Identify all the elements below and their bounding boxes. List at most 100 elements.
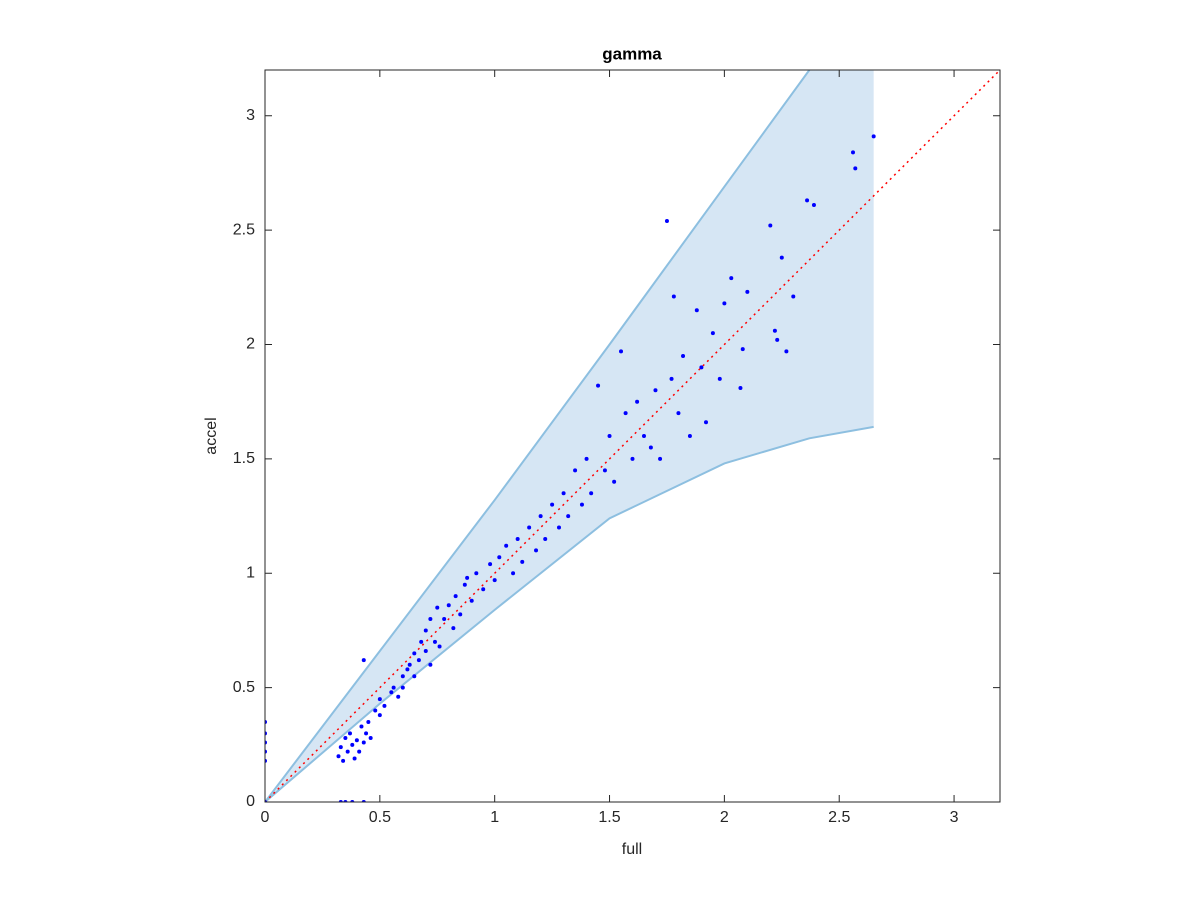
reference-line xyxy=(265,70,1000,802)
point xyxy=(350,742,355,747)
x-tick-label: 1 xyxy=(490,809,499,826)
point xyxy=(851,150,855,155)
point xyxy=(811,202,816,207)
point xyxy=(400,685,405,690)
point xyxy=(791,294,796,299)
point xyxy=(347,731,352,736)
point xyxy=(400,674,405,679)
point xyxy=(469,598,474,603)
point xyxy=(681,353,686,358)
point xyxy=(602,468,607,473)
point xyxy=(361,658,366,663)
point xyxy=(573,468,578,473)
point xyxy=(412,674,417,679)
point xyxy=(428,662,433,667)
point xyxy=(423,649,428,654)
point xyxy=(648,445,653,450)
point xyxy=(745,289,750,294)
axes-box xyxy=(264,69,1001,803)
point xyxy=(538,514,543,519)
x-tick-label: 0 xyxy=(261,809,270,826)
point xyxy=(435,605,440,610)
point xyxy=(853,166,858,171)
point xyxy=(669,376,674,381)
point xyxy=(805,198,810,203)
point xyxy=(520,559,525,564)
point xyxy=(534,548,539,553)
point xyxy=(465,575,470,580)
point xyxy=(653,388,658,393)
point xyxy=(451,626,456,631)
band-lower-edge xyxy=(265,425,874,802)
x-tick-label: 0.5 xyxy=(369,809,391,826)
point xyxy=(492,578,497,583)
point xyxy=(407,662,412,667)
y-tick-label: 0.5 xyxy=(233,679,255,696)
point xyxy=(416,658,421,663)
point xyxy=(343,735,348,740)
point xyxy=(396,694,401,699)
point xyxy=(704,420,708,425)
point xyxy=(550,502,555,507)
band-upper-edge xyxy=(265,70,811,802)
point xyxy=(623,411,628,416)
point xyxy=(377,697,382,702)
point xyxy=(336,754,341,759)
point xyxy=(377,713,382,718)
y-tick-label: 0 xyxy=(246,793,255,810)
point xyxy=(658,456,663,461)
point xyxy=(619,349,624,354)
point xyxy=(345,749,350,754)
point xyxy=(779,255,784,260)
point xyxy=(511,571,516,576)
y-axis-label: accel xyxy=(203,417,220,454)
x-tick-label: 1.5 xyxy=(598,809,620,826)
point xyxy=(368,735,373,740)
y-tick-label: 2 xyxy=(246,336,255,353)
point xyxy=(579,502,584,507)
point xyxy=(366,719,371,724)
point xyxy=(504,543,509,548)
point xyxy=(676,411,681,416)
point xyxy=(699,365,704,370)
point xyxy=(717,376,722,381)
x-tick-label: 2 xyxy=(720,809,729,826)
point xyxy=(432,639,437,644)
point xyxy=(607,434,612,438)
point xyxy=(740,347,745,352)
point xyxy=(357,749,362,754)
point xyxy=(382,703,387,708)
point xyxy=(442,617,447,621)
band-area xyxy=(265,70,874,802)
point xyxy=(772,328,777,333)
x-axis-label: full xyxy=(622,841,642,858)
point xyxy=(338,745,343,750)
point xyxy=(543,536,548,541)
point xyxy=(419,639,424,644)
plot-area xyxy=(265,70,1000,802)
point xyxy=(373,708,378,713)
point xyxy=(446,603,451,608)
x-tick-label: 3 xyxy=(950,809,959,826)
point xyxy=(784,349,789,354)
point xyxy=(428,617,433,621)
point xyxy=(423,628,428,633)
point xyxy=(775,337,780,342)
point xyxy=(584,456,589,461)
point xyxy=(871,134,876,139)
point xyxy=(671,294,676,299)
point xyxy=(515,536,520,541)
y-tick-label: 1 xyxy=(246,564,255,581)
point xyxy=(488,562,493,567)
point xyxy=(354,738,359,743)
point xyxy=(405,667,410,672)
point xyxy=(527,525,532,530)
point xyxy=(341,758,346,763)
point xyxy=(589,491,594,496)
point xyxy=(389,690,394,695)
point xyxy=(710,331,715,336)
point xyxy=(361,740,366,745)
point xyxy=(738,385,743,390)
y-tick-label: 1.5 xyxy=(233,450,255,467)
